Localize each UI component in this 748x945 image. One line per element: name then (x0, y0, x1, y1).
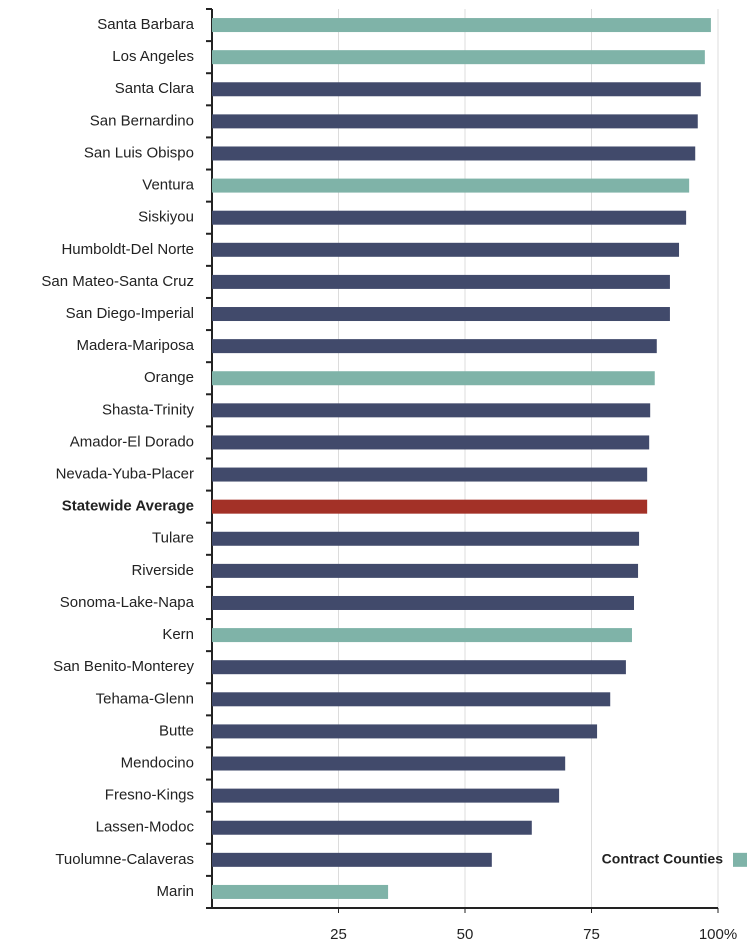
y-tick-label: Humboldt-Del Norte (61, 241, 194, 258)
bar (212, 178, 690, 193)
bar (212, 50, 705, 65)
y-tick-label: Kern (162, 626, 194, 643)
bar (212, 210, 687, 225)
y-tick-label: Santa Barbara (97, 16, 194, 33)
y-tick-label: Santa Clara (115, 80, 195, 97)
legend-label: Contract Counties (602, 851, 724, 867)
bar (212, 563, 639, 578)
x-tick-label: 75 (583, 926, 600, 943)
y-tick-label: Sonoma-Lake-Napa (60, 594, 195, 611)
bar (212, 884, 389, 899)
bar (212, 467, 648, 482)
y-tick-label: Lassen-Modoc (96, 819, 195, 836)
y-tick-label: Tuolumne-Calaveras (55, 851, 194, 868)
bar (212, 371, 655, 386)
bar (212, 788, 560, 803)
y-tick-label: Mendocino (121, 754, 194, 771)
bar (212, 339, 657, 354)
bar (212, 307, 670, 322)
y-tick-label: Tehama-Glenn (96, 690, 194, 707)
y-tick-label: Tulare (152, 530, 194, 547)
bar (212, 531, 640, 546)
y-tick-label: San Benito-Monterey (53, 658, 194, 675)
x-tick-label: 100% (699, 926, 737, 943)
bar (212, 18, 711, 33)
y-tick-label: Statewide Average (62, 498, 194, 515)
bar (212, 724, 598, 739)
y-tick-label: Butte (159, 722, 194, 739)
y-tick-label: Siskiyou (138, 209, 194, 226)
bar (212, 595, 635, 610)
y-tick-label: San Diego-Imperial (66, 305, 194, 322)
bar (212, 146, 696, 161)
y-tick-label: San Luis Obispo (84, 144, 194, 161)
legend-swatch (733, 852, 747, 867)
y-tick-label: Ventura (142, 177, 194, 194)
y-tick-label: San Mateo-Santa Cruz (41, 273, 194, 290)
bar (212, 274, 670, 289)
y-tick-label: Madera-Mariposa (76, 337, 194, 354)
y-tick-label: Fresno-Kings (105, 787, 194, 804)
bar (212, 852, 492, 867)
y-tick-label: Nevada-Yuba-Placer (56, 466, 194, 483)
bar (212, 403, 651, 418)
y-tick-label: Riverside (131, 562, 194, 579)
bar (212, 435, 650, 450)
y-tick-label: Marin (156, 883, 194, 900)
x-tick-label: 50 (457, 926, 474, 943)
bar (212, 756, 566, 771)
bar (212, 660, 626, 675)
bar (212, 499, 648, 514)
y-tick-label: Shasta-Trinity (102, 401, 194, 418)
bar (212, 242, 680, 257)
y-tick-label: Amador-El Dorado (70, 433, 194, 450)
x-tick-label: 25 (330, 926, 347, 943)
y-tick-label: Los Angeles (112, 48, 194, 65)
bar (212, 692, 611, 707)
bar (212, 82, 701, 97)
bar (212, 114, 698, 129)
bar (212, 628, 632, 643)
y-tick-label: San Bernardino (90, 112, 194, 129)
bar (212, 820, 532, 835)
y-tick-label: Orange (144, 369, 194, 386)
